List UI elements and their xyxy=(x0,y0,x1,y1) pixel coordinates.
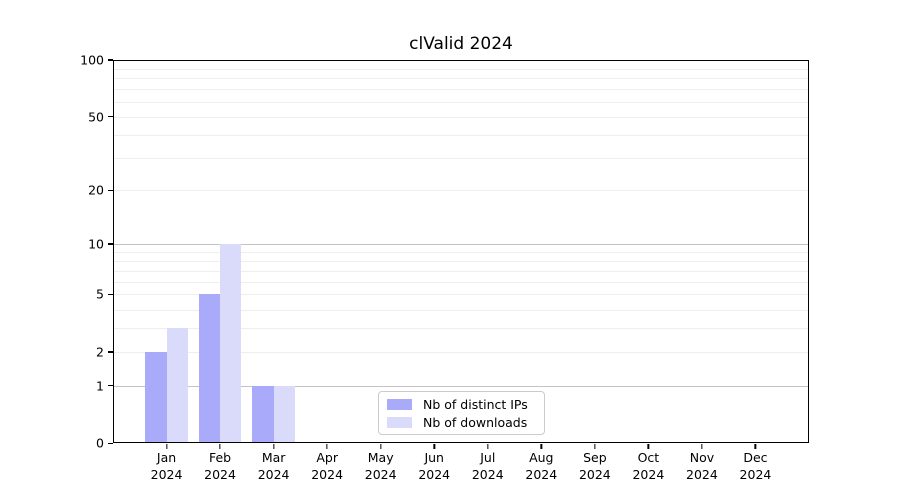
minor-gridline xyxy=(113,328,809,330)
major-gridline xyxy=(113,244,809,246)
x-tick-mark xyxy=(326,443,328,449)
x-tick-year: 2024 xyxy=(418,466,451,482)
x-tick-month: Dec xyxy=(743,450,768,466)
x-tick-label: Sep 2024 xyxy=(579,450,611,483)
x-tick-label: Jul 2024 xyxy=(472,450,504,483)
x-tick-label: Nov 2024 xyxy=(686,450,718,483)
x-tick-month: Nov xyxy=(689,450,715,466)
y-tick-label: 1 xyxy=(96,378,104,394)
x-tick-year: 2024 xyxy=(686,466,718,482)
x-tick-month: Mar xyxy=(261,450,286,466)
x-tick-mark xyxy=(754,443,757,449)
x-tick-mark xyxy=(272,443,275,449)
minor-gridline xyxy=(113,309,809,311)
minor-gridline xyxy=(113,281,809,283)
minor-gridline xyxy=(113,260,809,262)
legend-item-distinct-ips: Nb of distinct IPs xyxy=(387,397,536,412)
bar-downloads-feb xyxy=(220,244,242,444)
x-tick-mark xyxy=(647,443,650,449)
minor-gridline xyxy=(113,134,809,136)
x-tick-year: 2024 xyxy=(471,466,504,482)
x-tick-label: Feb 2024 xyxy=(204,450,236,483)
minor-gridline xyxy=(113,78,809,80)
x-tick-month: May xyxy=(367,450,394,466)
y-tick-label: 50 xyxy=(88,109,104,125)
x-tick-mark xyxy=(433,443,435,449)
x-tick-mark xyxy=(165,443,168,449)
y-tick-mark xyxy=(108,189,113,192)
x-tick-month: Feb xyxy=(208,450,232,466)
x-tick-year: 2024 xyxy=(311,466,344,482)
minor-gridline xyxy=(113,89,809,91)
x-tick-year: 2024 xyxy=(632,466,665,482)
x-tick-year: 2024 xyxy=(257,466,290,482)
x-tick-label: Dec 2024 xyxy=(740,450,772,483)
legend: Nb of distinct IPs Nb of downloads xyxy=(378,391,545,435)
y-tick-mark xyxy=(108,442,113,444)
x-tick-label: May 2024 xyxy=(365,450,397,483)
y-tick-label: 10 xyxy=(88,236,104,252)
plot-area xyxy=(113,60,809,444)
legend-label-distinct-ips: Nb of distinct IPs xyxy=(423,396,528,412)
y-tick-label: 5 xyxy=(96,286,104,302)
y-tick-label: 0 xyxy=(96,435,104,451)
minor-gridline xyxy=(113,158,809,160)
y-tick-label: 2 xyxy=(96,344,104,360)
minor-gridline xyxy=(113,68,809,70)
bar-distinct-ips-jan xyxy=(145,352,167,444)
x-tick-mark xyxy=(380,443,382,449)
x-tick-month: Jun xyxy=(424,450,444,466)
x-tick-label: Aug 2024 xyxy=(525,450,557,483)
legend-item-downloads: Nb of downloads xyxy=(387,415,536,430)
x-tick-label: Mar 2024 xyxy=(258,450,290,483)
x-tick-month: Sep xyxy=(583,450,607,466)
x-tick-mark xyxy=(701,443,703,449)
y-tick-mark xyxy=(108,293,113,296)
bar-downloads-mar xyxy=(273,385,296,444)
x-tick-year: 2024 xyxy=(204,466,236,482)
legend-swatch-downloads xyxy=(387,416,412,428)
x-tick-mark xyxy=(594,443,596,449)
bar-distinct-ips-feb xyxy=(198,294,221,444)
minor-gridline xyxy=(113,190,809,192)
x-tick-month: Jul xyxy=(480,450,496,466)
x-tick-label: Oct 2024 xyxy=(632,450,664,483)
x-tick-month: Aug xyxy=(529,450,554,466)
y-tick-mark xyxy=(108,385,113,387)
x-tick-month: Oct xyxy=(637,450,660,466)
x-tick-month: Jan xyxy=(156,450,177,466)
y-tick-mark xyxy=(108,351,113,353)
legend-swatch-distinct-ips xyxy=(387,398,412,410)
x-tick-year: 2024 xyxy=(739,466,772,482)
major-gridline xyxy=(113,60,809,61)
minor-gridline xyxy=(113,252,809,254)
minor-gridline xyxy=(113,352,809,354)
x-tick-year: 2024 xyxy=(525,466,558,482)
bar-downloads-jan xyxy=(166,328,188,444)
x-tick-mark xyxy=(540,443,542,449)
chart-title: clValid 2024 xyxy=(409,34,513,54)
y-tick-label: 100 xyxy=(80,52,104,68)
x-tick-label: Jun 2024 xyxy=(418,450,450,483)
y-tick-mark xyxy=(108,59,113,61)
x-tick-month: Apr xyxy=(316,450,338,466)
bar-distinct-ips-mar xyxy=(252,385,274,444)
y-tick-mark xyxy=(108,243,113,245)
minor-gridline xyxy=(113,270,809,272)
x-tick-year: 2024 xyxy=(150,466,183,482)
legend-label-downloads: Nb of downloads xyxy=(423,414,528,430)
minor-gridline xyxy=(113,101,809,103)
minor-gridline xyxy=(113,116,809,118)
minor-gridline xyxy=(113,294,809,296)
x-tick-year: 2024 xyxy=(364,466,397,482)
x-tick-label: Apr 2024 xyxy=(311,450,343,483)
x-tick-label: Jan 2024 xyxy=(151,450,183,483)
x-tick-year: 2024 xyxy=(578,466,611,482)
y-tick-label: 20 xyxy=(88,182,104,198)
y-tick-mark xyxy=(108,116,113,118)
major-gridline xyxy=(113,385,809,387)
x-tick-mark xyxy=(487,443,489,449)
x-tick-mark xyxy=(219,443,221,449)
